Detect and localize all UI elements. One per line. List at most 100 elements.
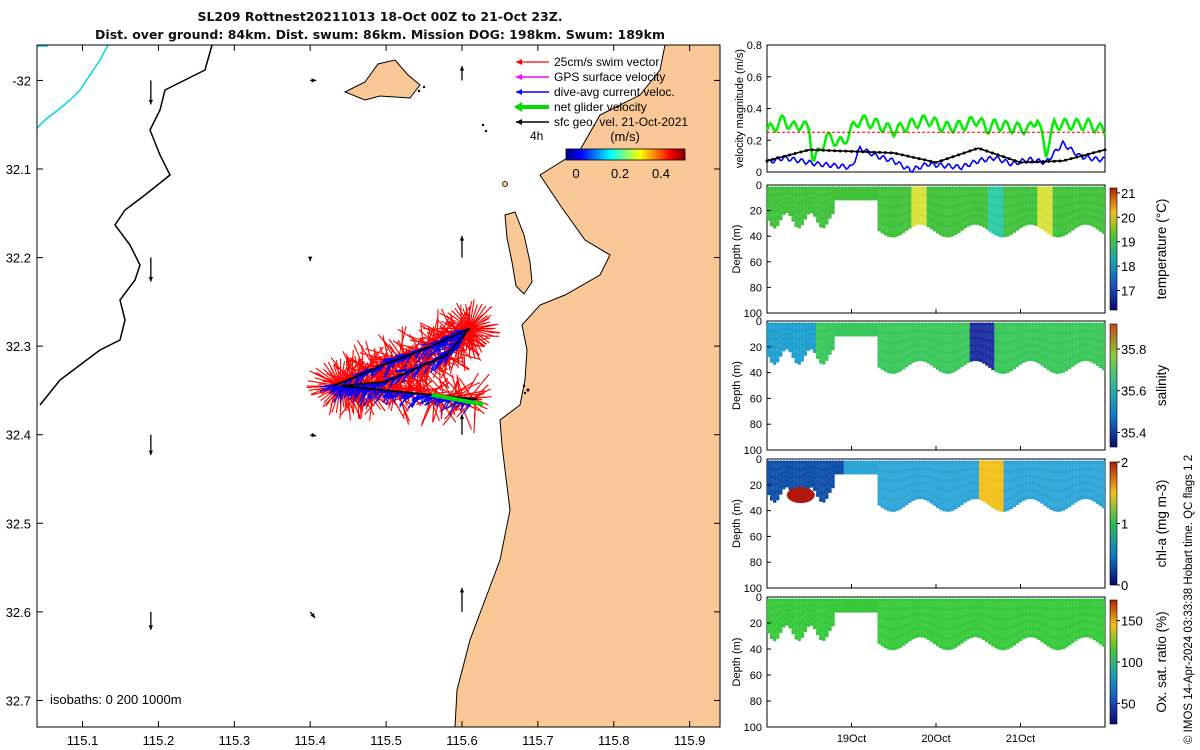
chla-section-sample-51-1	[923, 467, 927, 471]
oxygen-section-sample-2-2	[773, 614, 777, 618]
salinity-section-sample-56-1	[939, 331, 943, 335]
temperature-section-sample-37-3	[880, 212, 884, 216]
chla-section-profile-62	[957, 461, 961, 508]
salinity-section-sample-49-0	[917, 322, 921, 326]
oxygen-section-sample-58-5	[945, 646, 949, 650]
salinity-section-sample-99-3	[1071, 346, 1075, 351]
oxygen-section-sample-4-0	[779, 598, 783, 602]
oxygen-section-sample-59-1	[948, 608, 952, 612]
chla-section-sample-85-2	[1028, 474, 1032, 478]
salinity-section-sample-43-0	[899, 322, 903, 326]
salinity-section-sample-39-0	[886, 322, 890, 326]
temperature-section-sample-58-0	[945, 186, 949, 190]
salinity-section-sample-56-3	[939, 349, 943, 354]
chla-section-sample-38-2	[883, 478, 887, 482]
oxygen-section-sample-75-3	[997, 626, 1001, 631]
chla-section-sample-99-3	[1071, 484, 1075, 489]
temperature-section-y-tick-3: 60	[750, 257, 762, 269]
oxygen-section-sample-53-3	[929, 622, 933, 626]
oxygen-section-sample-54-2	[932, 615, 937, 619]
temperature-section-sample-89-2	[1040, 202, 1044, 206]
temperature-section-sample-9-3	[794, 208, 798, 212]
chla-section-sample-51-3	[923, 482, 927, 486]
chla-section-sample-86-1	[1031, 467, 1035, 471]
temperature-section-profile-36	[877, 187, 881, 232]
temperature-section-sample-78-1	[1006, 195, 1010, 199]
chla-section-sample-78-0	[1006, 460, 1010, 464]
salinity-section-sample-11-4	[800, 350, 804, 355]
chla-section-sample-19-5	[825, 495, 829, 499]
map-x-tick-2: 115.3	[219, 733, 251, 748]
oxygen-section-sample-53-4	[929, 630, 933, 634]
salinity-section-sample-76-1	[1000, 331, 1004, 336]
chla-section-sample-79-0	[1009, 460, 1013, 464]
salinity-section-sample-42-0	[895, 322, 900, 326]
salinity-section-sample-46-1	[908, 330, 912, 334]
salinity-section-sample-99-1	[1071, 330, 1075, 334]
salinity-section-sample-22-5	[834, 332, 838, 337]
oxygen-section-sample-64-1	[963, 606, 967, 610]
chart-title-line-1: SL209 Rottnest20211013 18-Oct 00Z to 21-…	[197, 9, 563, 24]
temperature-section-sample-50-1	[920, 193, 924, 197]
oxygen-section-sample-91-1	[1046, 607, 1050, 611]
oxygen-section-sample-79-3	[1009, 625, 1013, 629]
salinity-section-sample-105-5	[1089, 358, 1093, 362]
salinity-section-sample-65-1	[966, 329, 970, 334]
oxygen-section-profile-85	[1028, 599, 1032, 638]
temperature-section-sample-95-4	[1058, 224, 1063, 228]
chla-section-sample-47-4	[911, 490, 915, 494]
chla-section-sample-61-4	[954, 496, 958, 500]
salinity-section-profile-14	[809, 323, 814, 350]
vel-geo-marker-15	[850, 149, 853, 153]
chla-section-sample-94-1	[1055, 469, 1059, 474]
salinity-section-sample-8-2	[791, 335, 795, 339]
salinity-section-sample-21-1	[831, 327, 835, 331]
oxygen-section-sample-64-4	[963, 629, 967, 633]
chla-section-profile-15	[813, 461, 817, 491]
vel-geo-marker-52	[1058, 159, 1062, 163]
chla-section-sample-58-5	[945, 508, 949, 512]
chla-section-profile-93	[1052, 461, 1056, 512]
oxygen-section-sample-0-5	[766, 629, 771, 634]
salinity-section-sample-18-0	[822, 322, 826, 326]
salinity-section-sample-8-1	[791, 328, 795, 333]
vel-geo-marker-5	[793, 151, 797, 155]
oxygen-section-sample-46-4	[908, 629, 912, 634]
temperature-section-sample-83-5	[1021, 222, 1026, 227]
chla-section-sample-69-2	[978, 474, 983, 479]
oxygen-section-profile-18	[822, 599, 826, 641]
vel-geo-marker-11	[827, 149, 831, 153]
chla-section-sample-3-5	[776, 496, 780, 500]
temperature-section-sample-21-2	[831, 196, 835, 200]
temperature-section-sample-66-3	[969, 207, 973, 211]
chla-section-sample-17-2	[819, 475, 823, 479]
salinity-section-sample-109-3	[1101, 348, 1106, 353]
chla-section-sample-80-5	[1012, 503, 1016, 507]
oxygen-section-sample-50-0	[920, 598, 924, 602]
vel-geo-marker-12	[833, 149, 837, 153]
salinity-section-sample-55-4	[935, 357, 940, 361]
salinity-section-sample-43-1	[899, 331, 903, 335]
oxygen-section-sample-46-0	[908, 598, 912, 602]
temperature-section-sample-95-0	[1058, 186, 1063, 190]
temperature-section-sample-81-0	[1015, 186, 1020, 190]
salinity-section-sample-46-0	[908, 322, 912, 326]
oxygen-section-sample-72-1	[988, 606, 992, 611]
salinity-section-profile-99	[1071, 323, 1075, 367]
temperature-section-sample-43-0	[899, 186, 903, 190]
temperature-section-sample-76-5	[1000, 233, 1004, 238]
temperature-section-sample-85-1	[1028, 193, 1032, 197]
temperature-section-sample-106-4	[1092, 216, 1096, 220]
chla-section-sample-19-0	[825, 460, 829, 464]
salinity-section-sample-54-2	[932, 339, 937, 343]
temperature-section-sample-37-1	[880, 195, 884, 199]
salinity-section-sample-5-3	[782, 337, 786, 341]
chla-section-sample-4-0	[779, 460, 783, 464]
vel-geo-marker-21	[883, 151, 887, 155]
oxygen-section-sample-107-3	[1095, 622, 1099, 626]
chla-section-sample-83-2	[1021, 475, 1026, 479]
temperature-section-sample-13-4	[806, 205, 811, 210]
oxygen-section-sample-55-2	[935, 616, 940, 620]
temperature-section-sample-47-5	[911, 223, 915, 227]
